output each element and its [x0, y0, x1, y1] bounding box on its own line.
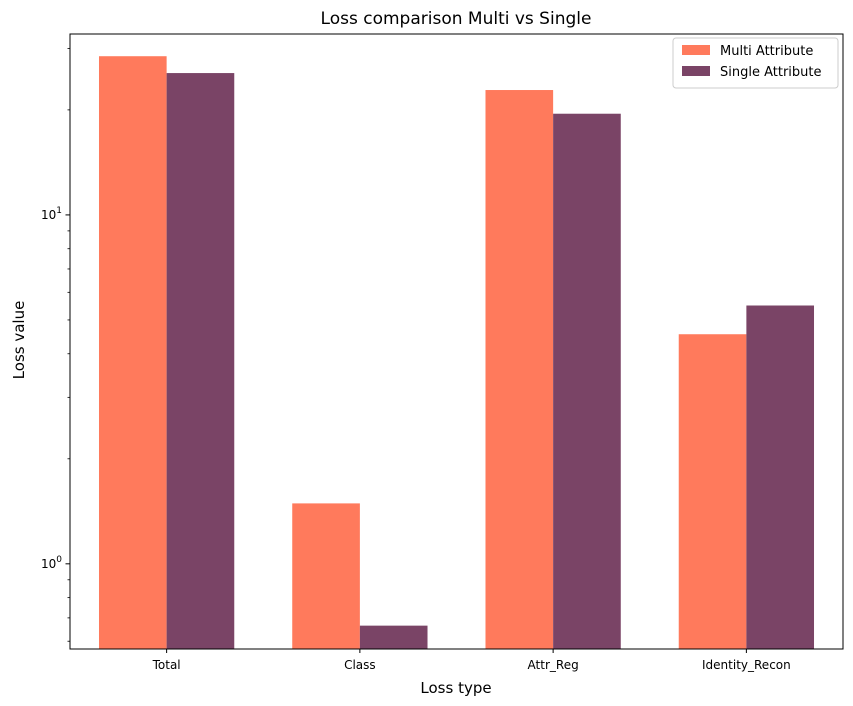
x-axis-label: Loss type	[420, 679, 491, 697]
x-tick-label: Total	[152, 658, 181, 672]
legend-label: Single Attribute	[720, 65, 822, 80]
y-tick-label: 100	[41, 555, 62, 571]
x-tick-label: Class	[344, 658, 376, 672]
legend-label: Multi Attribute	[720, 44, 813, 59]
x-axis-ticks: Total Class Attr_Reg Identity_Recon	[152, 649, 791, 672]
y-axis-ticks: 100 101	[41, 48, 70, 642]
legend-swatch	[682, 66, 710, 76]
legend: Multi Attribute Single Attribute	[672, 37, 839, 89]
bar-class-single-attribute	[359, 625, 428, 649]
bar-identity-recon-single-attribute	[746, 305, 815, 649]
legend-box	[672, 37, 839, 89]
bar-attr-reg-multi-attribute	[485, 90, 554, 649]
y-tick-label: 101	[41, 206, 62, 222]
bar-total-multi-attribute	[98, 56, 167, 649]
chart-title: Loss comparison Multi vs Single	[321, 9, 592, 29]
bars-group	[98, 56, 815, 650]
x-tick-label: Identity_Recon	[702, 658, 791, 672]
bar-class-multi-attribute	[292, 503, 360, 649]
legend-swatch	[682, 45, 710, 55]
bar-total-single-attribute	[166, 73, 235, 650]
y-axis-label: Loss value	[10, 301, 28, 380]
bar-identity-recon-multi-attribute	[678, 334, 747, 649]
plot-frame	[69, 33, 844, 650]
bar-attr-reg-single-attribute	[553, 113, 621, 650]
x-tick-label: Attr_Reg	[528, 658, 579, 672]
